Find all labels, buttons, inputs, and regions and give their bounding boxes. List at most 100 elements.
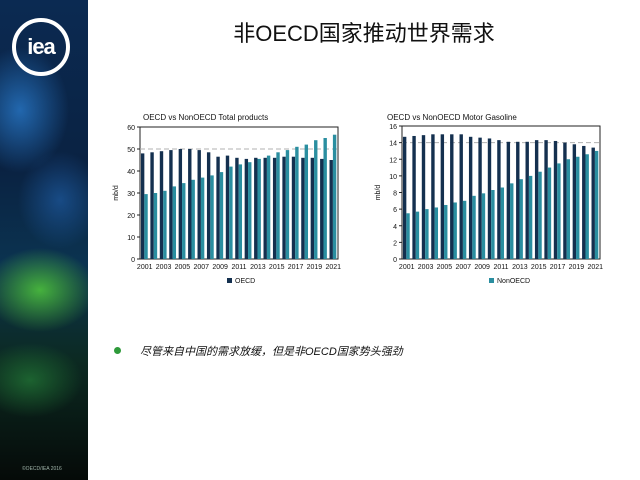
chart2-bar-nonoecd-2012 <box>510 183 514 259</box>
chart1-y-tick-label: 60 <box>127 125 135 132</box>
chart2-y-tick-label: 6 <box>393 207 397 214</box>
chart1-bar-oecd-2017 <box>291 156 296 259</box>
chart1-bar-oecd-2007 <box>197 150 201 259</box>
chart1-bar-nonoecd-2003 <box>163 190 167 259</box>
chart1-x-tick-label: 2015 <box>269 264 285 271</box>
chart1-x-tick-label: 2007 <box>193 264 209 271</box>
chart2-x-tick-label: 2003 <box>418 264 434 271</box>
chart1-y-tick-label: 50 <box>127 147 135 154</box>
chart1-bar-nonoecd-2011 <box>238 164 243 259</box>
chart2-bar-nonoecd-2006 <box>453 202 457 259</box>
chart2-bar-oecd-2012 <box>506 141 511 259</box>
chart2-y-axis-label: mb/d <box>375 185 382 201</box>
chart2-x-tick-label: 2021 <box>587 264 603 271</box>
chart1-y-tick-label: 10 <box>127 235 135 242</box>
chart1-x-tick-label: 2011 <box>231 264 246 271</box>
chart1-bar-oecd-2004 <box>169 150 173 259</box>
chart1-bar-oecd-2019 <box>310 157 315 259</box>
chart1-x-tick-label: 2021 <box>325 264 341 271</box>
chart1-bar-nonoecd-2016 <box>285 150 290 259</box>
chart2-bar-nonoecd-2018 <box>566 159 571 259</box>
iea-logo: iea <box>12 18 70 76</box>
chart2-bar-nonoecd-2004 <box>434 207 439 259</box>
chart2-x-tick-label: 2017 <box>550 264 566 271</box>
sidebar-panel: iea ©OECD/IEA 2016 <box>0 0 88 480</box>
chart2-bar-oecd-2005 <box>440 134 445 259</box>
chart1-x-tick-label: 2009 <box>212 264 228 271</box>
chart2-bar-oecd-2006 <box>450 134 454 259</box>
chart1-bar-nonoecd-2007 <box>200 177 205 259</box>
chart2-bar-nonoecd-2011 <box>500 187 505 259</box>
chart1-y-axis-label: mb/d <box>113 185 120 201</box>
chart2-y-tick-label: 8 <box>393 191 397 198</box>
chart2-y-tick-label: 14 <box>389 141 397 148</box>
chart2-bar-oecd-2003 <box>421 135 426 259</box>
chart2-bar-oecd-2020 <box>582 145 586 259</box>
chart1-x-tick-label: 2017 <box>288 264 304 271</box>
chart1-x-tick-label: 2005 <box>175 264 191 271</box>
chart1-bar-nonoecd-2002 <box>153 193 158 259</box>
chart2-bar-nonoecd-2014 <box>528 175 533 259</box>
chart2-bar-oecd-2015 <box>534 140 539 259</box>
chart2-x-tick-label: 2013 <box>512 264 528 271</box>
chart1-bar-oecd-2005 <box>178 149 183 259</box>
chart2-title: OECD vs NonOECD Motor Gasoline <box>387 113 517 122</box>
chart1-bar-oecd-2002 <box>150 152 154 259</box>
chart2-bar-oecd-2011 <box>497 140 501 259</box>
chart1-bar-oecd-2010 <box>225 155 230 259</box>
chart1-bar-nonoecd-2020 <box>323 138 327 259</box>
chart2-bar-nonoecd-2002 <box>415 211 420 259</box>
slide-title: 非OECD国家推动世界需求 <box>233 21 495 46</box>
chart1-bar-oecd-2012 <box>244 158 249 259</box>
chart2-bar-nonoecd-2015 <box>538 171 542 259</box>
chart2-bar-oecd-2017 <box>553 140 558 259</box>
chart2-bar-oecd-2004 <box>431 134 435 259</box>
chart2-bar-oecd-2002 <box>412 135 416 259</box>
chart2-bar-oecd-2018 <box>563 142 567 259</box>
chart2-bar-oecd-2019 <box>572 144 577 259</box>
bullet-icon <box>114 347 121 354</box>
chart1-bar-nonoecd-2019 <box>314 140 318 259</box>
chart2-x-tick-label: 2001 <box>399 264 415 271</box>
chart2-y-tick-label: 4 <box>393 224 397 231</box>
chart1-bar-oecd-2014 <box>263 157 267 259</box>
chart2-x-tick-label: 2011 <box>493 264 508 271</box>
chart2-bar-nonoecd-2010 <box>491 190 495 259</box>
chart1-bar-nonoecd-2004 <box>172 186 177 259</box>
chart2-bar-nonoecd-2021 <box>594 150 599 259</box>
chart2-bar-nonoecd-2013 <box>519 179 523 259</box>
chart1-bar-oecd-2013 <box>254 157 258 259</box>
chart1-bar-nonoecd-2005 <box>182 183 186 259</box>
chart1-bar-nonoecd-2010 <box>229 166 233 259</box>
chart1-bar-oecd-2008 <box>206 152 211 259</box>
chart1-y-tick-label: 30 <box>127 191 135 198</box>
chart1-y-tick-label: 20 <box>127 213 135 220</box>
chart2-bar-oecd-2021 <box>591 147 595 259</box>
chart2-bar-nonoecd-2003 <box>425 209 429 259</box>
chart1-y-tick-label: 0 <box>131 257 135 264</box>
chart2-legend-swatch <box>489 278 494 283</box>
chart2-bar-oecd-2013 <box>516 141 520 259</box>
chart2-bar-oecd-2008 <box>468 136 473 259</box>
chart2-bar-oecd-2001 <box>402 136 407 259</box>
chart1-bar-nonoecd-2017 <box>295 146 299 259</box>
chart1-bar-nonoecd-2001 <box>144 194 148 259</box>
chart1-legend-label: OECD <box>235 278 255 285</box>
chart1-x-tick-label: 2003 <box>156 264 172 271</box>
chart2-bar-oecd-2014 <box>525 141 529 259</box>
chart1-x-tick-label: 2013 <box>250 264 266 271</box>
chart2-bar-oecd-2007 <box>459 134 463 259</box>
chart2-bar-nonoecd-2008 <box>472 195 476 259</box>
chart2-bar-nonoecd-2016 <box>547 167 552 259</box>
chart2-bar-nonoecd-2020 <box>585 154 589 259</box>
chart1-bar-nonoecd-2008 <box>210 175 214 259</box>
chart1-bar-oecd-2003 <box>159 151 164 259</box>
chart2-bar-oecd-2016 <box>544 140 548 259</box>
chart1-bar-oecd-2006 <box>188 149 192 259</box>
chart1-bar-oecd-2009 <box>216 156 220 259</box>
chart2-y-tick-label: 0 <box>393 257 397 264</box>
chart2-x-tick-label: 2009 <box>474 264 490 271</box>
chart2-x-tick-label: 2007 <box>455 264 471 271</box>
